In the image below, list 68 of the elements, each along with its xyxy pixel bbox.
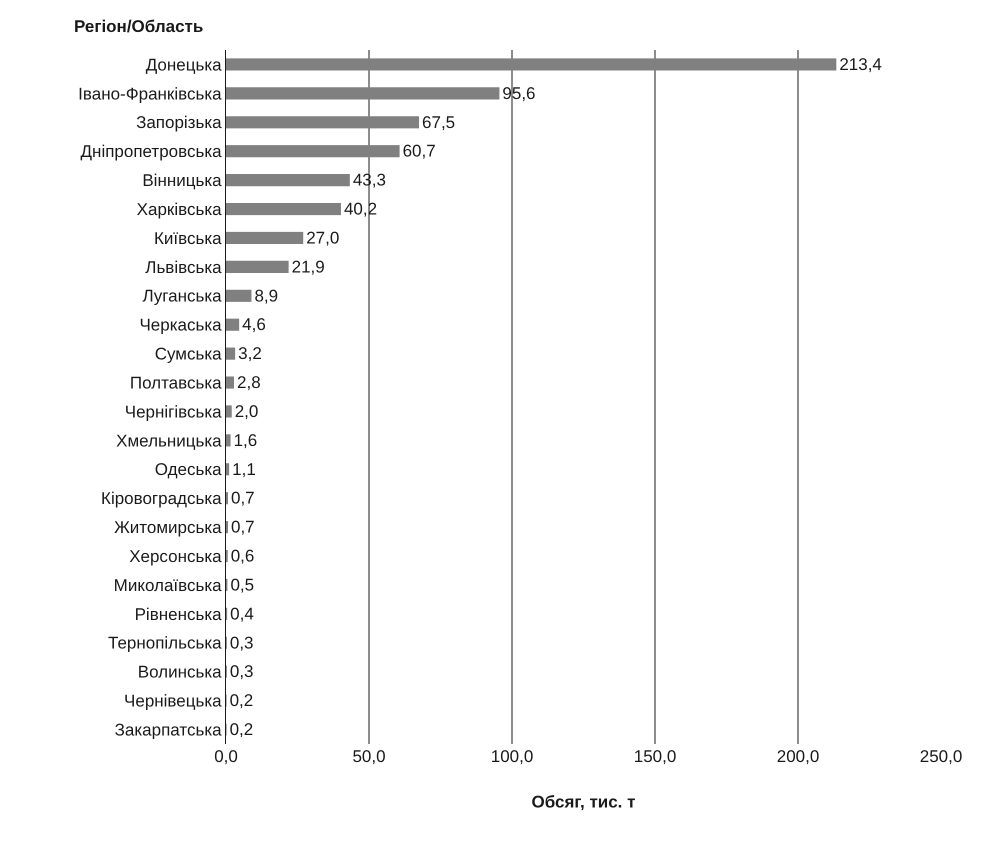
- bar: [226, 405, 232, 418]
- y-tick-label: Закарпатська: [114, 720, 222, 740]
- y-tick-label: Донецька: [146, 55, 222, 74]
- y-tick-label: Львівська: [145, 258, 222, 277]
- bar: [226, 260, 289, 273]
- y-tick-label: Рівненська: [134, 604, 222, 624]
- bar: [226, 58, 836, 71]
- data-label: 1,1: [232, 460, 256, 479]
- y-tick-label: Чернігівська: [124, 402, 222, 422]
- y-tick-label: Київська: [154, 228, 222, 248]
- y-tick-label: Івано-Франківська: [78, 84, 222, 104]
- y-tick-label: Вінницька: [142, 171, 222, 190]
- y-tick-label: Полтавська: [130, 373, 222, 392]
- data-label: 0,2: [230, 691, 254, 710]
- bar: [226, 376, 234, 389]
- data-label: 0,3: [230, 662, 254, 682]
- data-label: 60,7: [402, 142, 436, 161]
- data-label: 0,5: [230, 575, 254, 594]
- y-tick-label: Одеська: [154, 460, 222, 480]
- bar: [226, 290, 252, 302]
- bar: [226, 116, 420, 128]
- bar: [226, 232, 304, 244]
- data-label: 8,9: [254, 286, 278, 306]
- bar: [226, 202, 341, 216]
- y-tick-label: Запорізька: [136, 113, 222, 132]
- y-tick-label: Херсонська: [129, 546, 222, 566]
- bar: [226, 463, 230, 476]
- x-tick-label: 100,0: [490, 747, 534, 766]
- y-axis-title: Регіон/Область: [74, 17, 204, 36]
- data-label: 0,2: [230, 720, 254, 740]
- y-tick-label: Житомирська: [114, 518, 222, 538]
- y-tick-label: Дніпропетровська: [80, 142, 222, 162]
- y-tick-label: Хмельницька: [116, 431, 222, 450]
- data-label: 2,8: [237, 373, 261, 392]
- y-tick-label: Харківська: [136, 200, 222, 219]
- bar: [226, 434, 231, 446]
- data-label: 67,5: [422, 112, 456, 132]
- y-tick-label: Миколаївська: [114, 576, 222, 595]
- x-tick-label: 50,0: [352, 747, 386, 766]
- data-label: 213,4: [839, 54, 882, 74]
- x-tick-label: 150,0: [634, 747, 676, 766]
- x-axis-title: Обсяг, тис. т: [532, 792, 636, 812]
- data-label: 21,9: [292, 257, 325, 276]
- data-label: 0,7: [231, 518, 255, 537]
- data-label: 0,3: [230, 633, 254, 652]
- data-label: 3,2: [238, 344, 262, 364]
- bar: [226, 87, 500, 100]
- bar: [226, 174, 350, 186]
- y-tick-label: Тернопільська: [108, 634, 222, 653]
- bar: [226, 145, 400, 158]
- data-label: 27,0: [306, 228, 340, 248]
- data-label: 1,6: [234, 430, 258, 450]
- y-tick-label: Луганська: [142, 286, 222, 306]
- data-label: 0,6: [230, 546, 254, 566]
- x-tick-label: 200,0: [776, 747, 820, 766]
- bar: [226, 318, 240, 331]
- y-tick-label: Чернівецька: [124, 692, 222, 711]
- data-label: 4,6: [242, 315, 266, 334]
- x-tick-label: 0,0: [214, 747, 238, 766]
- data-label: 2,0: [234, 402, 258, 421]
- data-label: 0,4: [230, 604, 254, 624]
- x-tick-label: 250,0: [920, 747, 962, 766]
- y-tick-label: Волинська: [138, 662, 222, 682]
- y-tick-label: Кіровоградська: [101, 489, 222, 508]
- bar: [226, 348, 236, 360]
- y-tick-label: Черкаська: [139, 316, 222, 335]
- y-tick-label: Сумська: [154, 344, 222, 364]
- data-label: 0,7: [231, 488, 255, 508]
